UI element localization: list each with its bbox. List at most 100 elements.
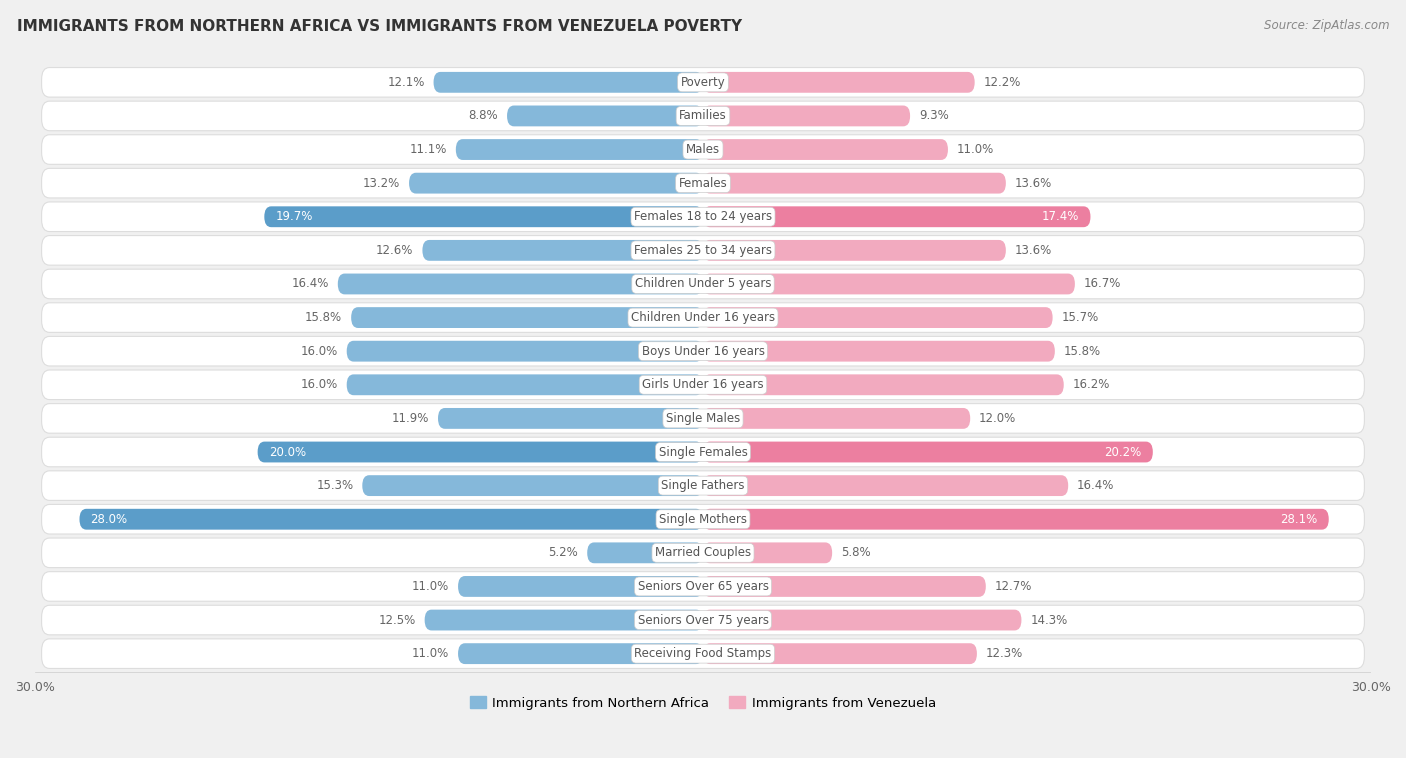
FancyBboxPatch shape	[42, 572, 1364, 601]
Text: Females 25 to 34 years: Females 25 to 34 years	[634, 244, 772, 257]
Text: 14.3%: 14.3%	[1031, 613, 1067, 627]
Text: 11.0%: 11.0%	[412, 647, 449, 660]
FancyBboxPatch shape	[703, 240, 1005, 261]
Text: Single Fathers: Single Fathers	[661, 479, 745, 492]
Text: Children Under 5 years: Children Under 5 years	[634, 277, 772, 290]
Text: 5.2%: 5.2%	[548, 547, 578, 559]
Text: 12.6%: 12.6%	[377, 244, 413, 257]
FancyBboxPatch shape	[42, 337, 1364, 366]
FancyBboxPatch shape	[703, 408, 970, 429]
Text: 15.8%: 15.8%	[1064, 345, 1101, 358]
FancyBboxPatch shape	[703, 307, 1053, 328]
Text: 5.8%: 5.8%	[841, 547, 870, 559]
FancyBboxPatch shape	[703, 475, 1069, 496]
Text: Single Mothers: Single Mothers	[659, 512, 747, 526]
FancyBboxPatch shape	[703, 609, 1021, 631]
FancyBboxPatch shape	[347, 374, 703, 395]
FancyBboxPatch shape	[42, 168, 1364, 198]
FancyBboxPatch shape	[703, 72, 974, 92]
FancyBboxPatch shape	[703, 374, 1064, 395]
Text: 16.0%: 16.0%	[301, 378, 337, 391]
FancyBboxPatch shape	[703, 341, 1054, 362]
FancyBboxPatch shape	[352, 307, 703, 328]
Text: 11.0%: 11.0%	[412, 580, 449, 593]
Text: 8.8%: 8.8%	[468, 109, 498, 123]
Text: IMMIGRANTS FROM NORTHERN AFRICA VS IMMIGRANTS FROM VENEZUELA POVERTY: IMMIGRANTS FROM NORTHERN AFRICA VS IMMIG…	[17, 19, 742, 34]
Text: 12.2%: 12.2%	[984, 76, 1021, 89]
FancyBboxPatch shape	[42, 437, 1364, 467]
Text: 11.0%: 11.0%	[957, 143, 994, 156]
Text: Married Couples: Married Couples	[655, 547, 751, 559]
Text: Families: Families	[679, 109, 727, 123]
FancyBboxPatch shape	[703, 442, 1153, 462]
FancyBboxPatch shape	[80, 509, 703, 530]
Text: Source: ZipAtlas.com: Source: ZipAtlas.com	[1264, 19, 1389, 32]
FancyBboxPatch shape	[422, 240, 703, 261]
Text: 12.3%: 12.3%	[986, 647, 1024, 660]
FancyBboxPatch shape	[703, 274, 1076, 294]
Text: Girls Under 16 years: Girls Under 16 years	[643, 378, 763, 391]
Text: Seniors Over 65 years: Seniors Over 65 years	[637, 580, 769, 593]
FancyBboxPatch shape	[337, 274, 703, 294]
Text: 17.4%: 17.4%	[1042, 210, 1080, 224]
FancyBboxPatch shape	[42, 504, 1364, 534]
FancyBboxPatch shape	[264, 206, 703, 227]
Text: 20.2%: 20.2%	[1105, 446, 1142, 459]
Text: 16.4%: 16.4%	[1077, 479, 1115, 492]
FancyBboxPatch shape	[42, 202, 1364, 231]
Text: Single Females: Single Females	[658, 446, 748, 459]
Text: Receiving Food Stamps: Receiving Food Stamps	[634, 647, 772, 660]
Text: Females 18 to 24 years: Females 18 to 24 years	[634, 210, 772, 224]
FancyBboxPatch shape	[703, 644, 977, 664]
FancyBboxPatch shape	[42, 605, 1364, 635]
FancyBboxPatch shape	[433, 72, 703, 92]
Text: 15.7%: 15.7%	[1062, 311, 1098, 324]
FancyBboxPatch shape	[42, 370, 1364, 399]
FancyBboxPatch shape	[458, 644, 703, 664]
FancyBboxPatch shape	[456, 139, 703, 160]
Text: 13.6%: 13.6%	[1015, 244, 1052, 257]
Text: 16.0%: 16.0%	[301, 345, 337, 358]
Text: 12.1%: 12.1%	[387, 76, 425, 89]
Text: 15.8%: 15.8%	[305, 311, 342, 324]
Text: 9.3%: 9.3%	[920, 109, 949, 123]
FancyBboxPatch shape	[347, 341, 703, 362]
FancyBboxPatch shape	[703, 509, 1329, 530]
Text: 11.9%: 11.9%	[392, 412, 429, 425]
Text: Poverty: Poverty	[681, 76, 725, 89]
FancyBboxPatch shape	[42, 302, 1364, 332]
FancyBboxPatch shape	[703, 206, 1091, 227]
Text: 12.0%: 12.0%	[979, 412, 1017, 425]
Text: 16.2%: 16.2%	[1073, 378, 1109, 391]
Text: 16.4%: 16.4%	[291, 277, 329, 290]
FancyBboxPatch shape	[588, 543, 703, 563]
FancyBboxPatch shape	[439, 408, 703, 429]
Text: 16.7%: 16.7%	[1084, 277, 1121, 290]
FancyBboxPatch shape	[425, 609, 703, 631]
FancyBboxPatch shape	[703, 173, 1005, 193]
Text: Females: Females	[679, 177, 727, 190]
Text: 13.6%: 13.6%	[1015, 177, 1052, 190]
FancyBboxPatch shape	[42, 236, 1364, 265]
FancyBboxPatch shape	[42, 135, 1364, 164]
FancyBboxPatch shape	[42, 639, 1364, 669]
Legend: Immigrants from Northern Africa, Immigrants from Venezuela: Immigrants from Northern Africa, Immigra…	[465, 691, 941, 715]
FancyBboxPatch shape	[42, 101, 1364, 130]
FancyBboxPatch shape	[703, 576, 986, 597]
FancyBboxPatch shape	[42, 471, 1364, 500]
FancyBboxPatch shape	[42, 67, 1364, 97]
FancyBboxPatch shape	[703, 139, 948, 160]
Text: Seniors Over 75 years: Seniors Over 75 years	[637, 613, 769, 627]
Text: 11.1%: 11.1%	[409, 143, 447, 156]
Text: Males: Males	[686, 143, 720, 156]
FancyBboxPatch shape	[42, 403, 1364, 433]
FancyBboxPatch shape	[409, 173, 703, 193]
FancyBboxPatch shape	[508, 105, 703, 127]
FancyBboxPatch shape	[363, 475, 703, 496]
Text: Boys Under 16 years: Boys Under 16 years	[641, 345, 765, 358]
Text: 15.3%: 15.3%	[316, 479, 353, 492]
Text: 13.2%: 13.2%	[363, 177, 401, 190]
FancyBboxPatch shape	[703, 543, 832, 563]
Text: 12.7%: 12.7%	[994, 580, 1032, 593]
Text: Children Under 16 years: Children Under 16 years	[631, 311, 775, 324]
